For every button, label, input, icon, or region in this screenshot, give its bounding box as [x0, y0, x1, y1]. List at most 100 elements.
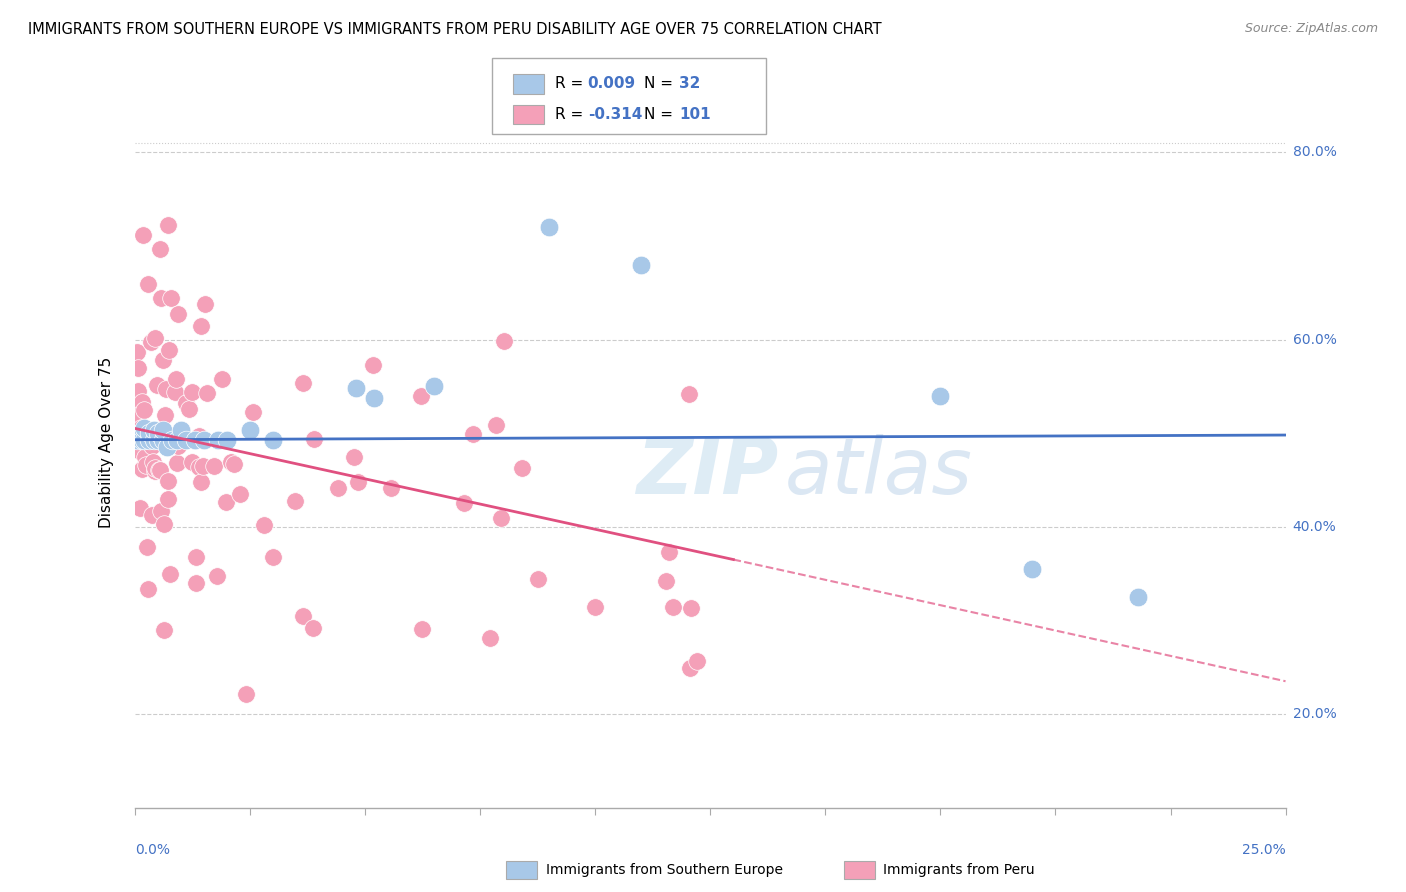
- Point: [125, 344, 148, 359]
- Text: ZIP: ZIP: [636, 434, 778, 509]
- Point: [125, 400, 148, 414]
- Point: [128, 444, 150, 458]
- Point: [142, 423, 165, 437]
- Point: [155, 408, 177, 422]
- Point: [136, 277, 159, 292]
- Point: [125, 414, 148, 428]
- Point: [166, 456, 188, 470]
- Point: [219, 455, 242, 469]
- Point: [207, 433, 229, 447]
- Point: [166, 433, 188, 447]
- Point: [630, 258, 652, 272]
- Point: [148, 426, 170, 441]
- Text: R =: R =: [555, 107, 589, 122]
- Point: [180, 385, 202, 400]
- Point: [127, 409, 149, 423]
- Point: [170, 423, 193, 437]
- Point: [129, 420, 152, 434]
- Point: [174, 396, 197, 410]
- Point: [143, 461, 166, 475]
- Point: [134, 433, 156, 447]
- Point: [134, 421, 156, 435]
- Point: [181, 455, 204, 469]
- Point: [149, 291, 172, 305]
- Point: [143, 464, 166, 478]
- Point: [132, 402, 155, 417]
- Point: [679, 601, 702, 615]
- Y-axis label: Disability Age Over 75: Disability Age Over 75: [100, 357, 114, 528]
- Point: [195, 385, 218, 400]
- Point: [262, 549, 284, 564]
- Point: [127, 361, 149, 376]
- Point: [202, 459, 225, 474]
- Text: 0.009: 0.009: [588, 77, 636, 91]
- Point: [411, 623, 433, 637]
- Point: [929, 389, 952, 403]
- Point: [127, 433, 149, 447]
- Point: [131, 394, 153, 409]
- Point: [679, 661, 702, 675]
- Point: [284, 494, 307, 508]
- Text: 101: 101: [679, 107, 710, 122]
- Point: [194, 296, 217, 310]
- Point: [347, 475, 370, 489]
- Point: [326, 481, 349, 495]
- Point: [491, 511, 513, 525]
- Point: [146, 378, 169, 392]
- Point: [658, 545, 681, 559]
- Point: [132, 228, 155, 243]
- Text: Immigrants from Peru: Immigrants from Peru: [883, 863, 1035, 877]
- Point: [155, 383, 177, 397]
- Text: -0.314: -0.314: [588, 107, 643, 122]
- Point: [423, 379, 446, 393]
- Point: [157, 343, 180, 358]
- Point: [165, 372, 187, 386]
- Point: [149, 462, 172, 476]
- Point: [156, 492, 179, 507]
- Point: [662, 599, 685, 614]
- Point: [453, 496, 475, 510]
- Point: [134, 450, 156, 464]
- Point: [138, 433, 160, 447]
- Point: [139, 335, 162, 350]
- Point: [160, 433, 183, 447]
- Point: [156, 218, 179, 232]
- Point: [211, 371, 233, 385]
- Point: [149, 504, 172, 518]
- Text: 60.0%: 60.0%: [1292, 333, 1337, 347]
- Point: [157, 474, 180, 488]
- Text: atlas: atlas: [785, 434, 973, 509]
- Point: [156, 440, 179, 454]
- Text: 80.0%: 80.0%: [1292, 145, 1337, 160]
- Point: [1128, 590, 1150, 604]
- Point: [187, 459, 209, 474]
- Point: [128, 426, 150, 441]
- Text: N =: N =: [644, 107, 678, 122]
- Point: [583, 600, 606, 615]
- Point: [526, 572, 548, 586]
- Point: [302, 621, 325, 635]
- Text: Immigrants from Southern Europe: Immigrants from Southern Europe: [546, 863, 783, 877]
- Point: [174, 433, 197, 447]
- Point: [141, 508, 163, 522]
- Point: [1021, 562, 1043, 576]
- Point: [142, 455, 165, 469]
- Point: [187, 429, 209, 443]
- Point: [149, 242, 172, 256]
- Text: 25.0%: 25.0%: [1241, 843, 1285, 857]
- Point: [461, 427, 484, 442]
- Point: [235, 687, 257, 701]
- Point: [686, 654, 709, 668]
- Text: 40.0%: 40.0%: [1292, 520, 1336, 533]
- Point: [363, 391, 385, 405]
- Point: [239, 423, 262, 437]
- Point: [361, 358, 384, 372]
- Point: [153, 516, 176, 531]
- Point: [167, 306, 190, 320]
- Point: [411, 388, 433, 402]
- Point: [152, 623, 174, 637]
- Point: [655, 574, 678, 589]
- Point: [131, 433, 153, 447]
- Point: [152, 353, 174, 368]
- Text: N =: N =: [644, 77, 678, 91]
